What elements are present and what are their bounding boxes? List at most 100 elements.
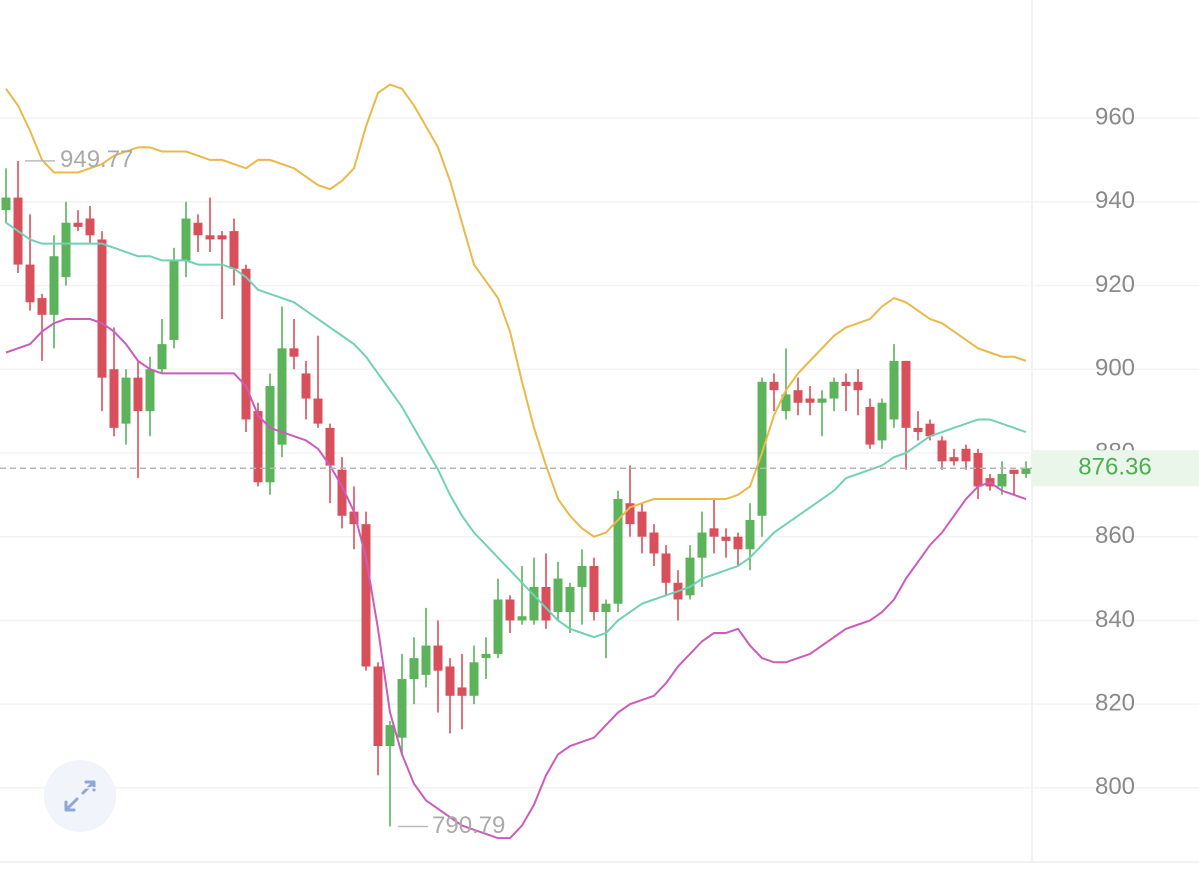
candle-body <box>925 423 935 437</box>
candle-body <box>361 524 371 667</box>
y-tick-label: 920 <box>1095 271 1135 298</box>
candle-body <box>757 381 767 516</box>
candle-body <box>265 385 275 483</box>
candle-body <box>61 222 71 278</box>
candle-body <box>505 599 515 621</box>
candle-body <box>85 218 95 236</box>
candle-body <box>817 398 827 403</box>
candle-body <box>637 511 647 537</box>
candle-body <box>109 369 119 428</box>
candle-body <box>301 373 311 399</box>
candle-body <box>49 256 59 315</box>
candle-body <box>97 239 107 378</box>
y-tick-label: 840 <box>1095 606 1135 633</box>
candle-body <box>397 679 407 738</box>
expand-bg[interactable] <box>44 760 116 832</box>
candle-body <box>661 553 671 583</box>
candle-body <box>625 503 635 525</box>
candle-body <box>793 390 803 403</box>
candle-body <box>349 511 359 525</box>
y-tick-label: 940 <box>1095 187 1135 214</box>
candle-body <box>493 599 503 654</box>
band-line <box>5 83 1027 538</box>
candle-body <box>1 197 11 211</box>
candle-body <box>325 427 335 466</box>
candle-body <box>973 452 983 487</box>
y-tick-label: 800 <box>1095 773 1135 800</box>
candle-body <box>337 469 347 516</box>
candle-body <box>553 578 563 613</box>
last-price-label: 876.36 <box>1078 454 1151 481</box>
candle-body <box>517 616 527 621</box>
candle-body <box>433 645 443 671</box>
candle-body <box>169 260 179 340</box>
candle-body <box>601 603 611 613</box>
candle-body <box>913 427 923 433</box>
expand-button[interactable] <box>44 760 116 832</box>
candle-body <box>385 725 395 747</box>
high-label: 949.77 <box>60 146 133 173</box>
candle-body <box>469 662 479 696</box>
candle-body <box>997 473 1007 487</box>
last-price-box <box>1032 450 1199 487</box>
y-tick-label: 900 <box>1095 355 1135 382</box>
candle-body <box>313 398 323 424</box>
candle-body <box>1009 469 1019 474</box>
candle-body <box>889 360 899 420</box>
candle-body <box>409 658 419 680</box>
band-line <box>5 318 1027 840</box>
candle-body <box>877 402 887 441</box>
candle-body <box>577 566 587 587</box>
candle-body <box>457 687 467 696</box>
candle-body <box>805 398 815 403</box>
candle-body <box>745 519 755 550</box>
candle-body <box>193 222 203 236</box>
candle-body <box>73 222 83 227</box>
candle-body <box>445 666 455 696</box>
candle-body <box>829 381 839 399</box>
candle-body <box>649 532 659 554</box>
candle-body <box>769 381 779 391</box>
y-tick-label: 960 <box>1095 103 1135 130</box>
candle-body <box>421 645 431 675</box>
candle-body <box>733 536 743 550</box>
candle-body <box>685 557 695 596</box>
candle-body <box>145 369 155 412</box>
candle-body <box>37 298 47 315</box>
candle-body <box>901 360 911 428</box>
candle-body <box>853 381 863 391</box>
y-tick-label: 860 <box>1095 522 1135 549</box>
band-line <box>5 221 1027 639</box>
candle-body <box>241 268 251 420</box>
candle-body <box>121 377 131 424</box>
candle-body <box>181 218 191 261</box>
candle-body <box>217 235 227 240</box>
candle-body <box>277 348 287 445</box>
candle-body <box>541 586 551 621</box>
candle-body <box>529 586 539 621</box>
candle-body <box>937 440 947 462</box>
candle-body <box>565 586 575 613</box>
candle-body <box>253 411 263 483</box>
candle-body <box>589 566 599 613</box>
candle-body <box>25 264 35 303</box>
candle-body <box>229 231 239 269</box>
y-tick-label: 820 <box>1095 690 1135 717</box>
candle-body <box>721 536 731 541</box>
candle-body <box>481 653 491 659</box>
candle-body <box>289 348 299 357</box>
candle-body <box>205 235 215 240</box>
candle-body <box>157 344 167 370</box>
candle-body <box>949 457 959 462</box>
candle-body <box>373 666 383 747</box>
candle-body <box>613 499 623 604</box>
candle-body <box>961 448 971 462</box>
candle-body <box>865 406 875 445</box>
candle-body <box>133 377 143 412</box>
candle-body <box>709 528 719 537</box>
candle-body <box>697 532 707 558</box>
candle-body <box>781 394 791 412</box>
candle-body <box>1021 468 1031 474</box>
